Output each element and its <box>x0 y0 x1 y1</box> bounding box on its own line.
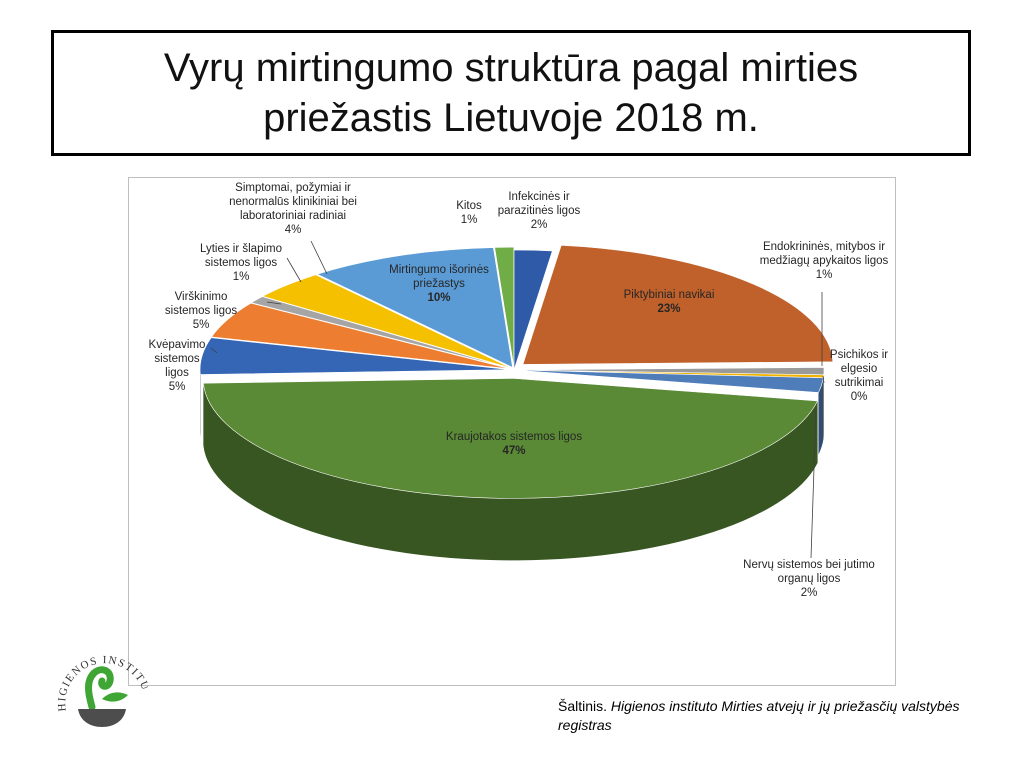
slice-label-line: elgesio <box>841 363 877 375</box>
source-prefix: Šaltinis. <box>558 698 608 714</box>
slice-value-label: 47% <box>502 445 525 457</box>
slice-label-9: Simptomai, požymiai ir nenormalūs kliniki… <box>229 182 357 236</box>
slice-label-line: Kraujotakos sistemos ligos <box>446 431 582 443</box>
slice-label-line: ligos <box>165 367 189 379</box>
slice-label-line: Nervų sistemos bei jutimo <box>743 559 875 571</box>
slice-label-line: Simptomai, požymiai ir <box>235 182 351 194</box>
pie-side-walls <box>200 369 824 561</box>
slice-label-line: sistemos <box>154 353 200 365</box>
institute-logo: HIGIENOS INSTITUTAS <box>52 633 148 727</box>
leader-line-3 <box>822 375 825 384</box>
slice-value-label: 0% <box>851 391 868 403</box>
slice-label-line: Infekcinės ir <box>508 191 570 203</box>
slice-value-label: 5% <box>169 381 186 393</box>
slice-label-line: medžiagų apykaitos ligos <box>760 255 889 267</box>
slice-label-2: Endokrininės, mitybos ir medžiagų apykait… <box>760 241 889 281</box>
pie-slice-1 <box>522 244 834 365</box>
slice-label-4: Nervų sistemos bei jutimo organų ligos 2% <box>743 559 875 599</box>
pie-top-faces <box>199 244 834 499</box>
slice-label-line: Endokrininės, mitybos ir <box>763 241 885 253</box>
slice-label-line: Piktybiniai navikai <box>624 289 715 301</box>
pie-slice-8 <box>250 296 511 369</box>
leader-line-6 <box>210 347 218 354</box>
slice-label-line: nenormalūs klinikiniai bei <box>229 196 357 208</box>
slice-label-line: parazitinės ligos <box>498 205 581 217</box>
slice-label-11: Kitos 1% <box>456 200 482 226</box>
slice-label-line: Kitos <box>456 200 482 212</box>
slice-label-7: Virškinimo sistemos ligos 5% <box>165 291 237 331</box>
slice-label-line: Psichikos ir <box>830 349 888 361</box>
slice-label-8: Lyties ir šlapimo sistemos ligos 1% <box>200 243 282 283</box>
pie-slice-6 <box>199 337 511 375</box>
slice-value-label: 2% <box>801 587 818 599</box>
slice-label-10: Mirtingumo išorinės priežastys 10% <box>389 264 489 304</box>
leader-line-8 <box>286 257 302 283</box>
source-note: Šaltinis. Higienos instituto Mirties atv… <box>558 697 978 735</box>
slice-value-label: 23% <box>657 303 680 315</box>
slice-value-label: 1% <box>233 271 250 283</box>
pie-wall-slice-5 <box>203 383 818 561</box>
slice-label-line: Kvėpavimo <box>149 339 206 351</box>
leader-line-7 <box>266 301 282 305</box>
slice-label-line: Mirtingumo išorinės <box>389 264 489 276</box>
slice-label-line: sutrikimai <box>835 377 884 389</box>
pie-slice-7 <box>211 302 511 370</box>
slice-value-label: 1% <box>816 269 833 281</box>
title-box: Vyrų mirtingumo struktūra pagal mirties … <box>51 30 971 156</box>
pie-slice-10 <box>316 247 513 368</box>
slice-label-line: Lyties ir šlapimo <box>200 243 282 255</box>
slice-value-label: 10% <box>427 292 450 304</box>
pie-wall-slice-4 <box>818 377 824 455</box>
pie-leader-lines <box>210 240 825 559</box>
slice-label-line: sistemos ligos <box>165 305 237 317</box>
source-text: Higienos instituto Mirties atvejų ir jų … <box>558 698 960 733</box>
slice-value-label: 4% <box>285 224 302 236</box>
slice-label-3: Psichikos ir elgesio sutrikimai 0% <box>830 349 888 403</box>
logo-pot-icon <box>78 709 126 727</box>
slice-label-1: Piktybiniai navikai 23% <box>624 289 715 315</box>
slice-value-label: 1% <box>461 214 478 226</box>
pie-chart: Infekcinės ir parazitinės ligos 2% Piktybin… <box>149 182 889 599</box>
logo-leaf-icon <box>102 692 128 702</box>
slice-label-line: priežastys <box>413 278 465 290</box>
slice-label-0: Infekcinės ir parazitinės ligos 2% <box>498 191 581 231</box>
pie-labels: Infekcinės ir parazitinės ligos 2% Piktybin… <box>149 182 889 599</box>
leader-line-9 <box>310 240 328 275</box>
slice-value-label: 5% <box>193 319 210 331</box>
slice-label-line: Virškinimo <box>175 291 228 303</box>
chart-frame: Infekcinės ir parazitinės ligos 2% Piktybin… <box>128 177 896 686</box>
leader-line-4 <box>810 407 817 559</box>
logo-plant-icon <box>85 666 114 711</box>
slice-label-line: sistemos ligos <box>205 257 277 269</box>
pie-slice-5 <box>203 378 819 499</box>
slice-label-line: organų ligos <box>778 573 841 585</box>
pie-slice-9 <box>261 274 512 369</box>
page-title: Vyrų mirtingumo struktūra pagal mirties … <box>163 46 859 140</box>
slice-value-label: 2% <box>531 219 548 231</box>
slice-label-6: Kvėpavimo sistemos ligos 5% <box>149 339 206 393</box>
pie-slice-11 <box>494 246 515 368</box>
slice-label-5: Kraujotakos sistemos ligos 47% <box>446 431 582 457</box>
slice-label-line: laboratoriniai radiniai <box>240 210 346 222</box>
